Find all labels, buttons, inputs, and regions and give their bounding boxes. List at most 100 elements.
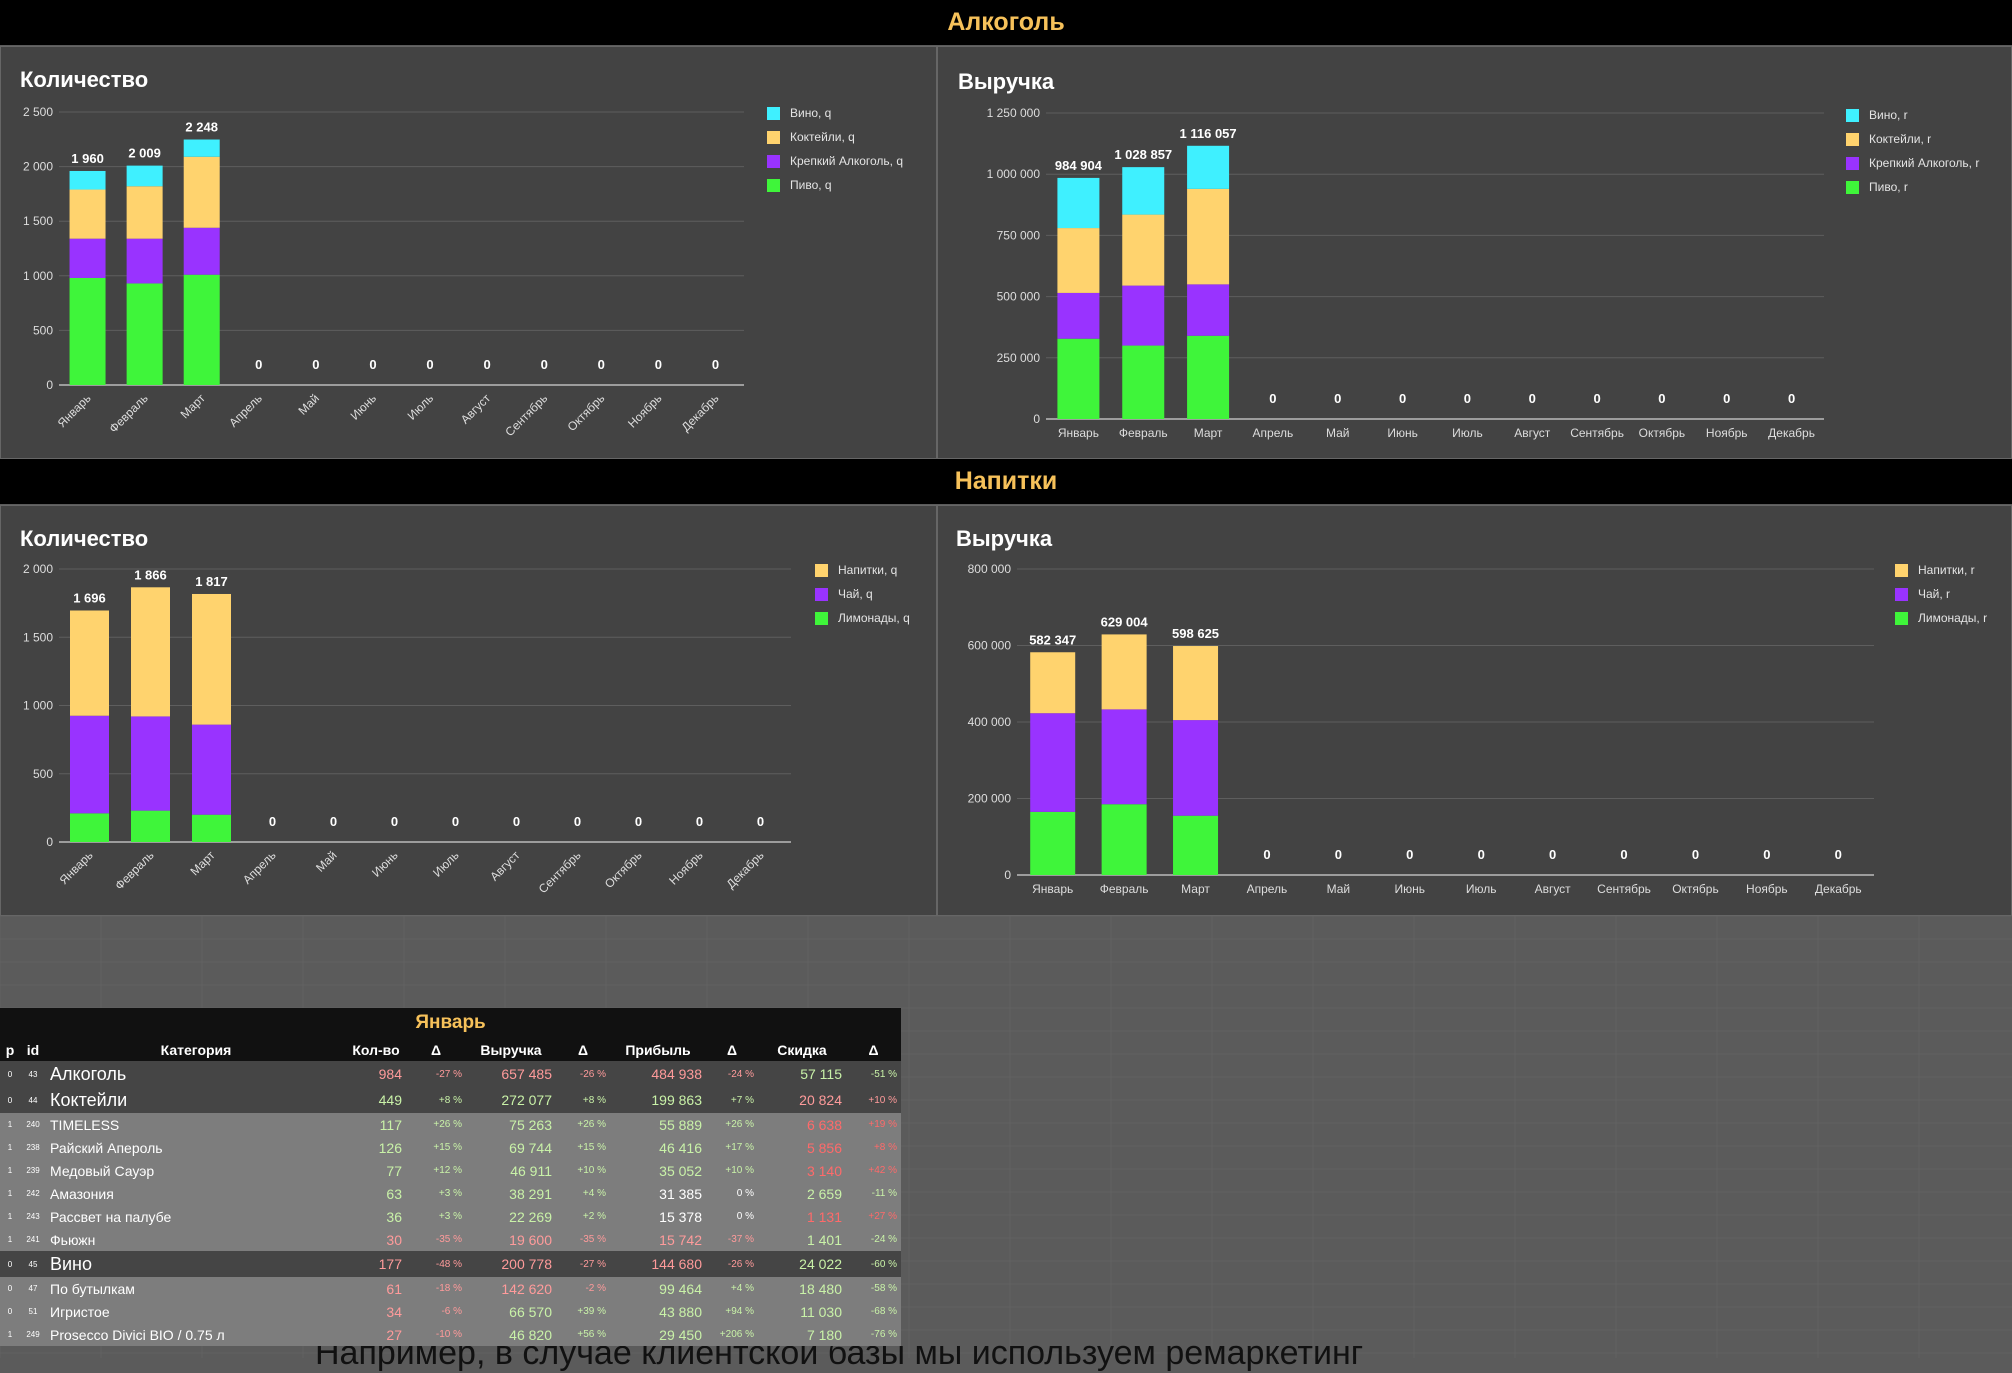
legend-item: Напитки, q: [815, 558, 910, 582]
legend-label: Лимонады, r: [1918, 611, 1988, 625]
table-cell: -68 %: [846, 1300, 902, 1323]
total-label: 0: [635, 814, 642, 829]
total-label: 0: [1406, 847, 1413, 862]
section-title: Напитки: [954, 467, 1058, 495]
table-cell: 0: [0, 1251, 20, 1277]
x-tick-label: Июль: [1466, 882, 1497, 896]
table-cell: +19 %: [846, 1113, 902, 1136]
legend-item: Коктейли, q: [767, 125, 903, 149]
table-cell: TIMELESS: [46, 1113, 346, 1136]
bar-segment: [70, 610, 109, 716]
y-tick-label: 2 000: [23, 160, 53, 174]
table-cell: 0: [0, 1277, 20, 1300]
legend-label: Пиво, q: [790, 178, 832, 192]
table-cell: -18 %: [406, 1277, 466, 1300]
table-cell: +15 %: [406, 1136, 466, 1159]
table-cell: 1 131: [758, 1205, 846, 1228]
table-cell: 38 291: [466, 1182, 556, 1205]
legend-label: Вино, q: [790, 106, 832, 120]
table-cell: 29 450: [610, 1323, 706, 1346]
table-cell: 30: [346, 1228, 406, 1251]
y-tick-label: 0: [46, 835, 53, 849]
table-cell: 240: [20, 1113, 46, 1136]
table-cell: 7 180: [758, 1323, 846, 1346]
table-cell: 57 115: [758, 1061, 846, 1087]
column-header: p: [0, 1038, 20, 1061]
x-tick-label: Июнь: [348, 391, 379, 422]
bar-segment: [192, 593, 231, 725]
bar-segment: [183, 139, 220, 157]
table-cell: 0: [0, 1300, 20, 1323]
legend-swatch: [1895, 563, 1908, 577]
table-cell: 55 889: [610, 1113, 706, 1136]
table-cell: -27 %: [556, 1251, 610, 1277]
legend-swatch: [815, 611, 828, 625]
bar-segment: [70, 813, 109, 842]
total-label: 0: [1334, 391, 1341, 406]
legend-item: Напитки, r: [1895, 558, 1987, 582]
table-cell: +26 %: [706, 1113, 758, 1136]
legend-label: Пиво, r: [1869, 180, 1908, 194]
table-cell: -10 %: [406, 1323, 466, 1346]
x-tick-label: Июль: [1452, 426, 1483, 440]
table-cell: 243: [20, 1205, 46, 1228]
legend-label: Напитки, r: [1918, 563, 1975, 577]
table-cell: Игристое: [46, 1300, 346, 1323]
column-header: Прибыль: [610, 1038, 706, 1061]
table-cell: +3 %: [406, 1182, 466, 1205]
bar-segment: [192, 724, 231, 815]
table-row: 0 47 По бутылкам 61 -18 % 142 620 -2 % 99 464 +4…: [0, 1277, 902, 1300]
x-tick-label: Август: [1514, 426, 1551, 440]
bar-segment: [1122, 167, 1165, 215]
y-tick-label: 600 000: [968, 639, 1012, 653]
table-cell: Фьюжн: [46, 1228, 346, 1251]
bar-segment: [69, 238, 106, 278]
table-cell: -58 %: [846, 1277, 902, 1300]
total-label: 0: [426, 357, 433, 372]
table-cell: Райский Апероль: [46, 1136, 346, 1159]
total-label: 0: [1835, 847, 1842, 862]
column-header: Выручка: [466, 1038, 556, 1061]
legend-item: Коктейли, r: [1846, 127, 1979, 151]
y-tick-label: 1 000: [23, 269, 53, 283]
table-cell: 51: [20, 1300, 46, 1323]
table-row: 0 43 Алкоголь 984 -27 % 657 485 -26 % 484 938 -2…: [0, 1061, 902, 1087]
table-cell: 99 464: [610, 1277, 706, 1300]
x-tick-label: Май: [313, 848, 340, 875]
legend-swatch: [1846, 108, 1859, 122]
y-tick-label: 0: [1004, 868, 1011, 882]
table-cell: Рассвет на палубе: [46, 1205, 346, 1228]
legend-swatch: [815, 563, 828, 577]
total-label: 0: [598, 357, 605, 372]
bar-segment: [1057, 292, 1100, 339]
bar-segment: [69, 189, 106, 239]
table-month-title: Январь: [0, 1008, 902, 1038]
table-cell: +10 %: [706, 1159, 758, 1182]
column-header: id: [20, 1038, 46, 1061]
total-label: 1 866: [134, 567, 167, 582]
chart-legend: Вино, r Коктейли, r Крепкий Алкоголь, r Пив…: [1846, 103, 1979, 199]
legend-item: Чай, q: [815, 582, 910, 606]
bar-segment: [183, 274, 220, 385]
legend-swatch: [767, 106, 780, 120]
total-label: 0: [1269, 391, 1276, 406]
x-tick-label: Декабрь: [724, 848, 767, 891]
x-tick-label: Июнь: [369, 848, 400, 879]
table-cell: 144 680: [610, 1251, 706, 1277]
legend-item: Лимонады, q: [815, 606, 910, 630]
x-tick-label: Июнь: [1395, 882, 1426, 896]
table-row: 1 249 Prosecco Divici BIO / 0.75 л 27 -10 % 4…: [0, 1323, 902, 1346]
bar-segment: [131, 810, 170, 842]
table-cell: +27 %: [846, 1205, 902, 1228]
table-cell: +8 %: [406, 1087, 466, 1113]
table-cell: 484 938: [610, 1061, 706, 1087]
legend-label: Крепкий Алкоголь, q: [790, 154, 904, 168]
bar-segment: [126, 165, 163, 187]
table-cell: 238: [20, 1136, 46, 1159]
total-label: 1 028 857: [1114, 147, 1172, 162]
table-cell: 0: [0, 1087, 20, 1113]
x-tick-label: Апрель: [1253, 426, 1294, 440]
legend-item: Чай, r: [1895, 582, 1987, 606]
table-cell: +10 %: [846, 1087, 902, 1113]
chart-title: Количество: [20, 526, 149, 551]
